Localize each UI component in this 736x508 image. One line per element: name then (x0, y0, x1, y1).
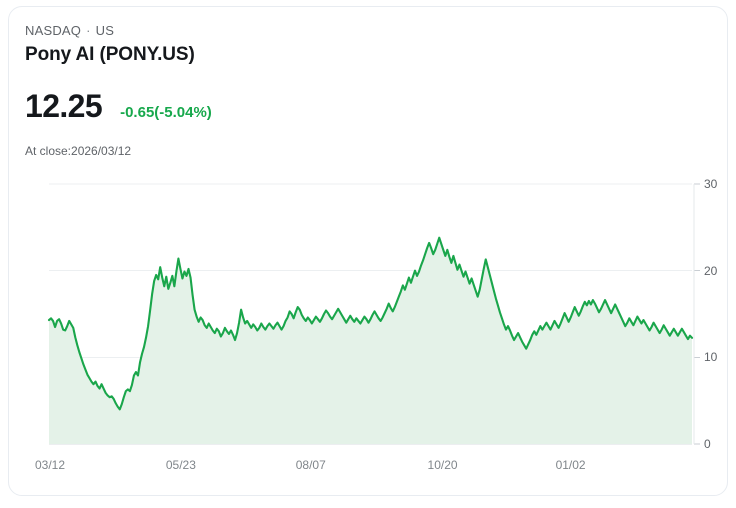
stock-quote-card: NASDAQ · US Pony AI (PONY.US) 12.25 -0.65(… (8, 6, 728, 496)
price-row: 12.25 -0.65(-5.04%) (25, 87, 212, 125)
y-axis-tick-label: 0 (704, 437, 711, 451)
x-axis-tick-label: 05/23 (165, 458, 196, 472)
quote-header: NASDAQ · US Pony AI (PONY.US) (25, 23, 195, 67)
exchange-line: NASDAQ · US (25, 23, 195, 39)
x-axis-tick-label: 08/07 (295, 458, 326, 472)
session-status: At close:2026/03/12 (25, 144, 132, 158)
price-line (47, 236, 694, 411)
price-chart[interactable]: 0 10 20 30 03/12 05/23 08/07 10/20 01/02 (9, 167, 727, 487)
last-price: 12.25 (25, 88, 103, 124)
page-title: Pony AI (PONY.US) (25, 44, 195, 65)
price-chart-svg (47, 183, 700, 445)
exchange-name: NASDAQ (25, 23, 82, 38)
y-axis-tick-label: 20 (704, 263, 718, 278)
price-change: -0.65(-5.04%) (120, 104, 212, 121)
x-axis-tick-label: 03/12 (35, 458, 66, 472)
exchange-separator: · (86, 23, 91, 38)
x-axis-tick-label: 10/20 (427, 458, 458, 472)
exchange-region: US (95, 23, 115, 38)
x-axis-tick-label: 01/02 (555, 458, 586, 472)
y-axis-tick-label: 10 (704, 350, 718, 365)
price-area-fill (49, 237, 692, 444)
y-axis-tick-label: 30 (704, 177, 718, 191)
chart-axis-ticks (693, 183, 700, 445)
